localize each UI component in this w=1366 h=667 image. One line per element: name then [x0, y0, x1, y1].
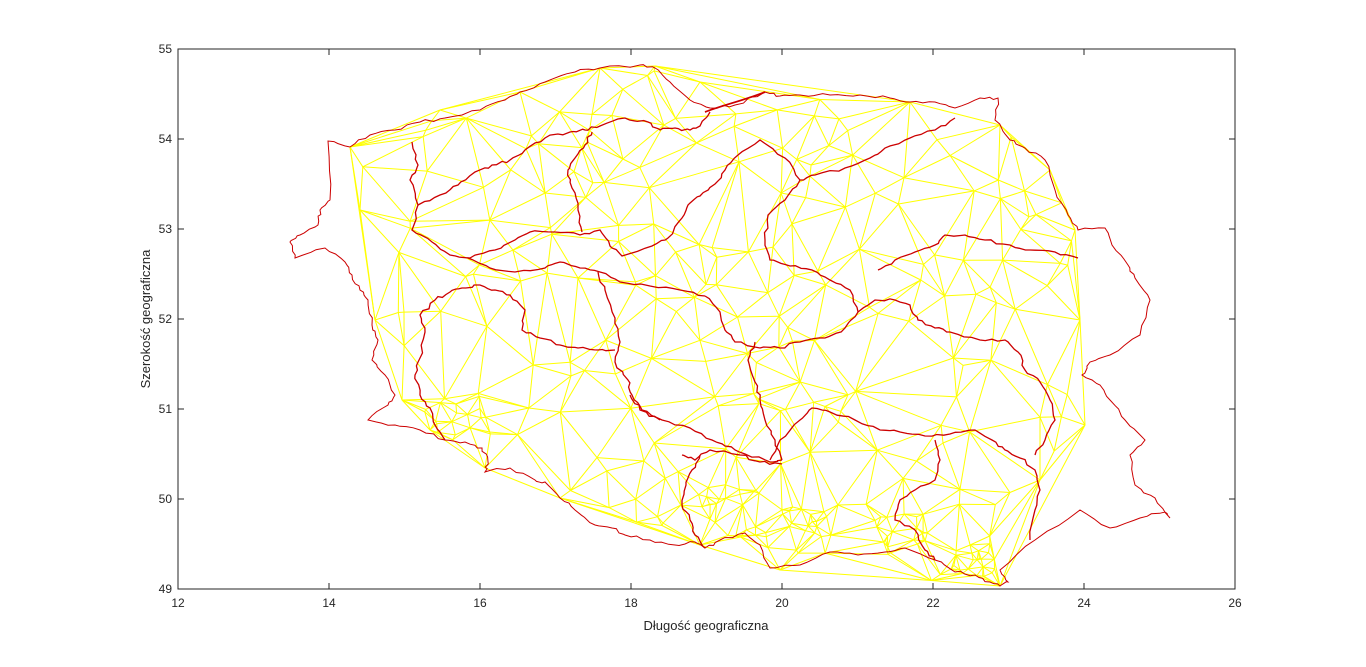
y-tick-label: 51 — [159, 402, 173, 416]
mesh-edge — [922, 532, 923, 533]
mesh-edge — [479, 396, 480, 408]
y-tick-label: 55 — [159, 42, 173, 56]
x-tick-label: 14 — [322, 596, 336, 610]
x-tick-label: 20 — [775, 596, 789, 610]
mesh-edge — [766, 533, 767, 537]
mesh-edge — [782, 510, 783, 514]
x-tick-label: 12 — [171, 596, 185, 610]
mesh-edge — [959, 489, 960, 504]
mesh-edge — [808, 526, 817, 527]
y-tick-label: 53 — [159, 222, 173, 236]
x-tick-label: 16 — [473, 596, 487, 610]
x-axis-label: Długość geograficzna — [643, 618, 769, 633]
x-tick-label: 24 — [1077, 596, 1091, 610]
mesh-edge — [481, 417, 486, 418]
x-tick-label: 18 — [624, 596, 638, 610]
mesh-edge — [838, 504, 866, 505]
y-tick-label: 52 — [159, 312, 173, 326]
mesh-edge — [977, 576, 983, 577]
mesh-edge — [456, 404, 457, 413]
mesh-edge — [739, 490, 740, 495]
y-tick-label: 49 — [159, 582, 173, 596]
x-tick-label: 26 — [1228, 596, 1242, 610]
mesh-edge — [979, 559, 981, 560]
mesh-edge — [709, 504, 716, 505]
y-tick-label: 50 — [159, 492, 173, 506]
x-tick-label: 22 — [926, 596, 940, 610]
y-tick-label: 54 — [159, 132, 173, 146]
mesh-edge — [398, 252, 399, 312]
y-axis-label: Szerokość geograficzna — [138, 249, 153, 389]
mesh-edge — [716, 257, 717, 285]
